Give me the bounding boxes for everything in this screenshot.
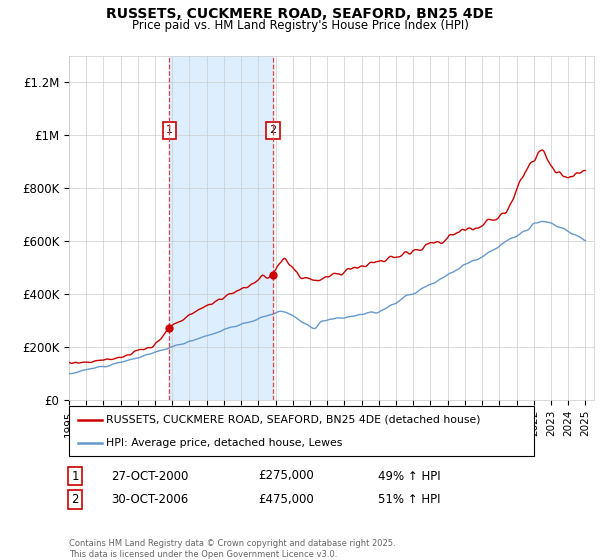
Text: Price paid vs. HM Land Registry's House Price Index (HPI): Price paid vs. HM Land Registry's House … (131, 19, 469, 32)
Text: 2: 2 (269, 125, 276, 135)
Text: 1: 1 (166, 125, 173, 135)
Point (164, 323, 174, 332)
Text: 2: 2 (71, 493, 79, 506)
Text: RUSSETS, CUCKMERE ROAD, SEAFORD, BN25 4DE: RUSSETS, CUCKMERE ROAD, SEAFORD, BN25 4D… (106, 7, 494, 21)
Text: 30-OCT-2006: 30-OCT-2006 (111, 493, 188, 506)
Bar (169, 56, 272, 400)
Text: £475,000: £475,000 (258, 493, 314, 506)
Point (268, 270, 277, 279)
FancyBboxPatch shape (69, 406, 534, 456)
Text: RUSSETS, CUCKMERE ROAD, SEAFORD, BN25 4DE (detached house): RUSSETS, CUCKMERE ROAD, SEAFORD, BN25 4D… (106, 414, 481, 424)
Text: 1: 1 (71, 469, 79, 483)
Text: 27-OCT-2000: 27-OCT-2000 (111, 469, 188, 483)
Text: HPI: Average price, detached house, Lewes: HPI: Average price, detached house, Lewe… (106, 438, 343, 448)
Text: 49% ↑ HPI: 49% ↑ HPI (378, 469, 440, 483)
Text: £275,000: £275,000 (258, 469, 314, 483)
Text: Contains HM Land Registry data © Crown copyright and database right 2025.
This d: Contains HM Land Registry data © Crown c… (69, 539, 395, 559)
Text: 51% ↑ HPI: 51% ↑ HPI (378, 493, 440, 506)
